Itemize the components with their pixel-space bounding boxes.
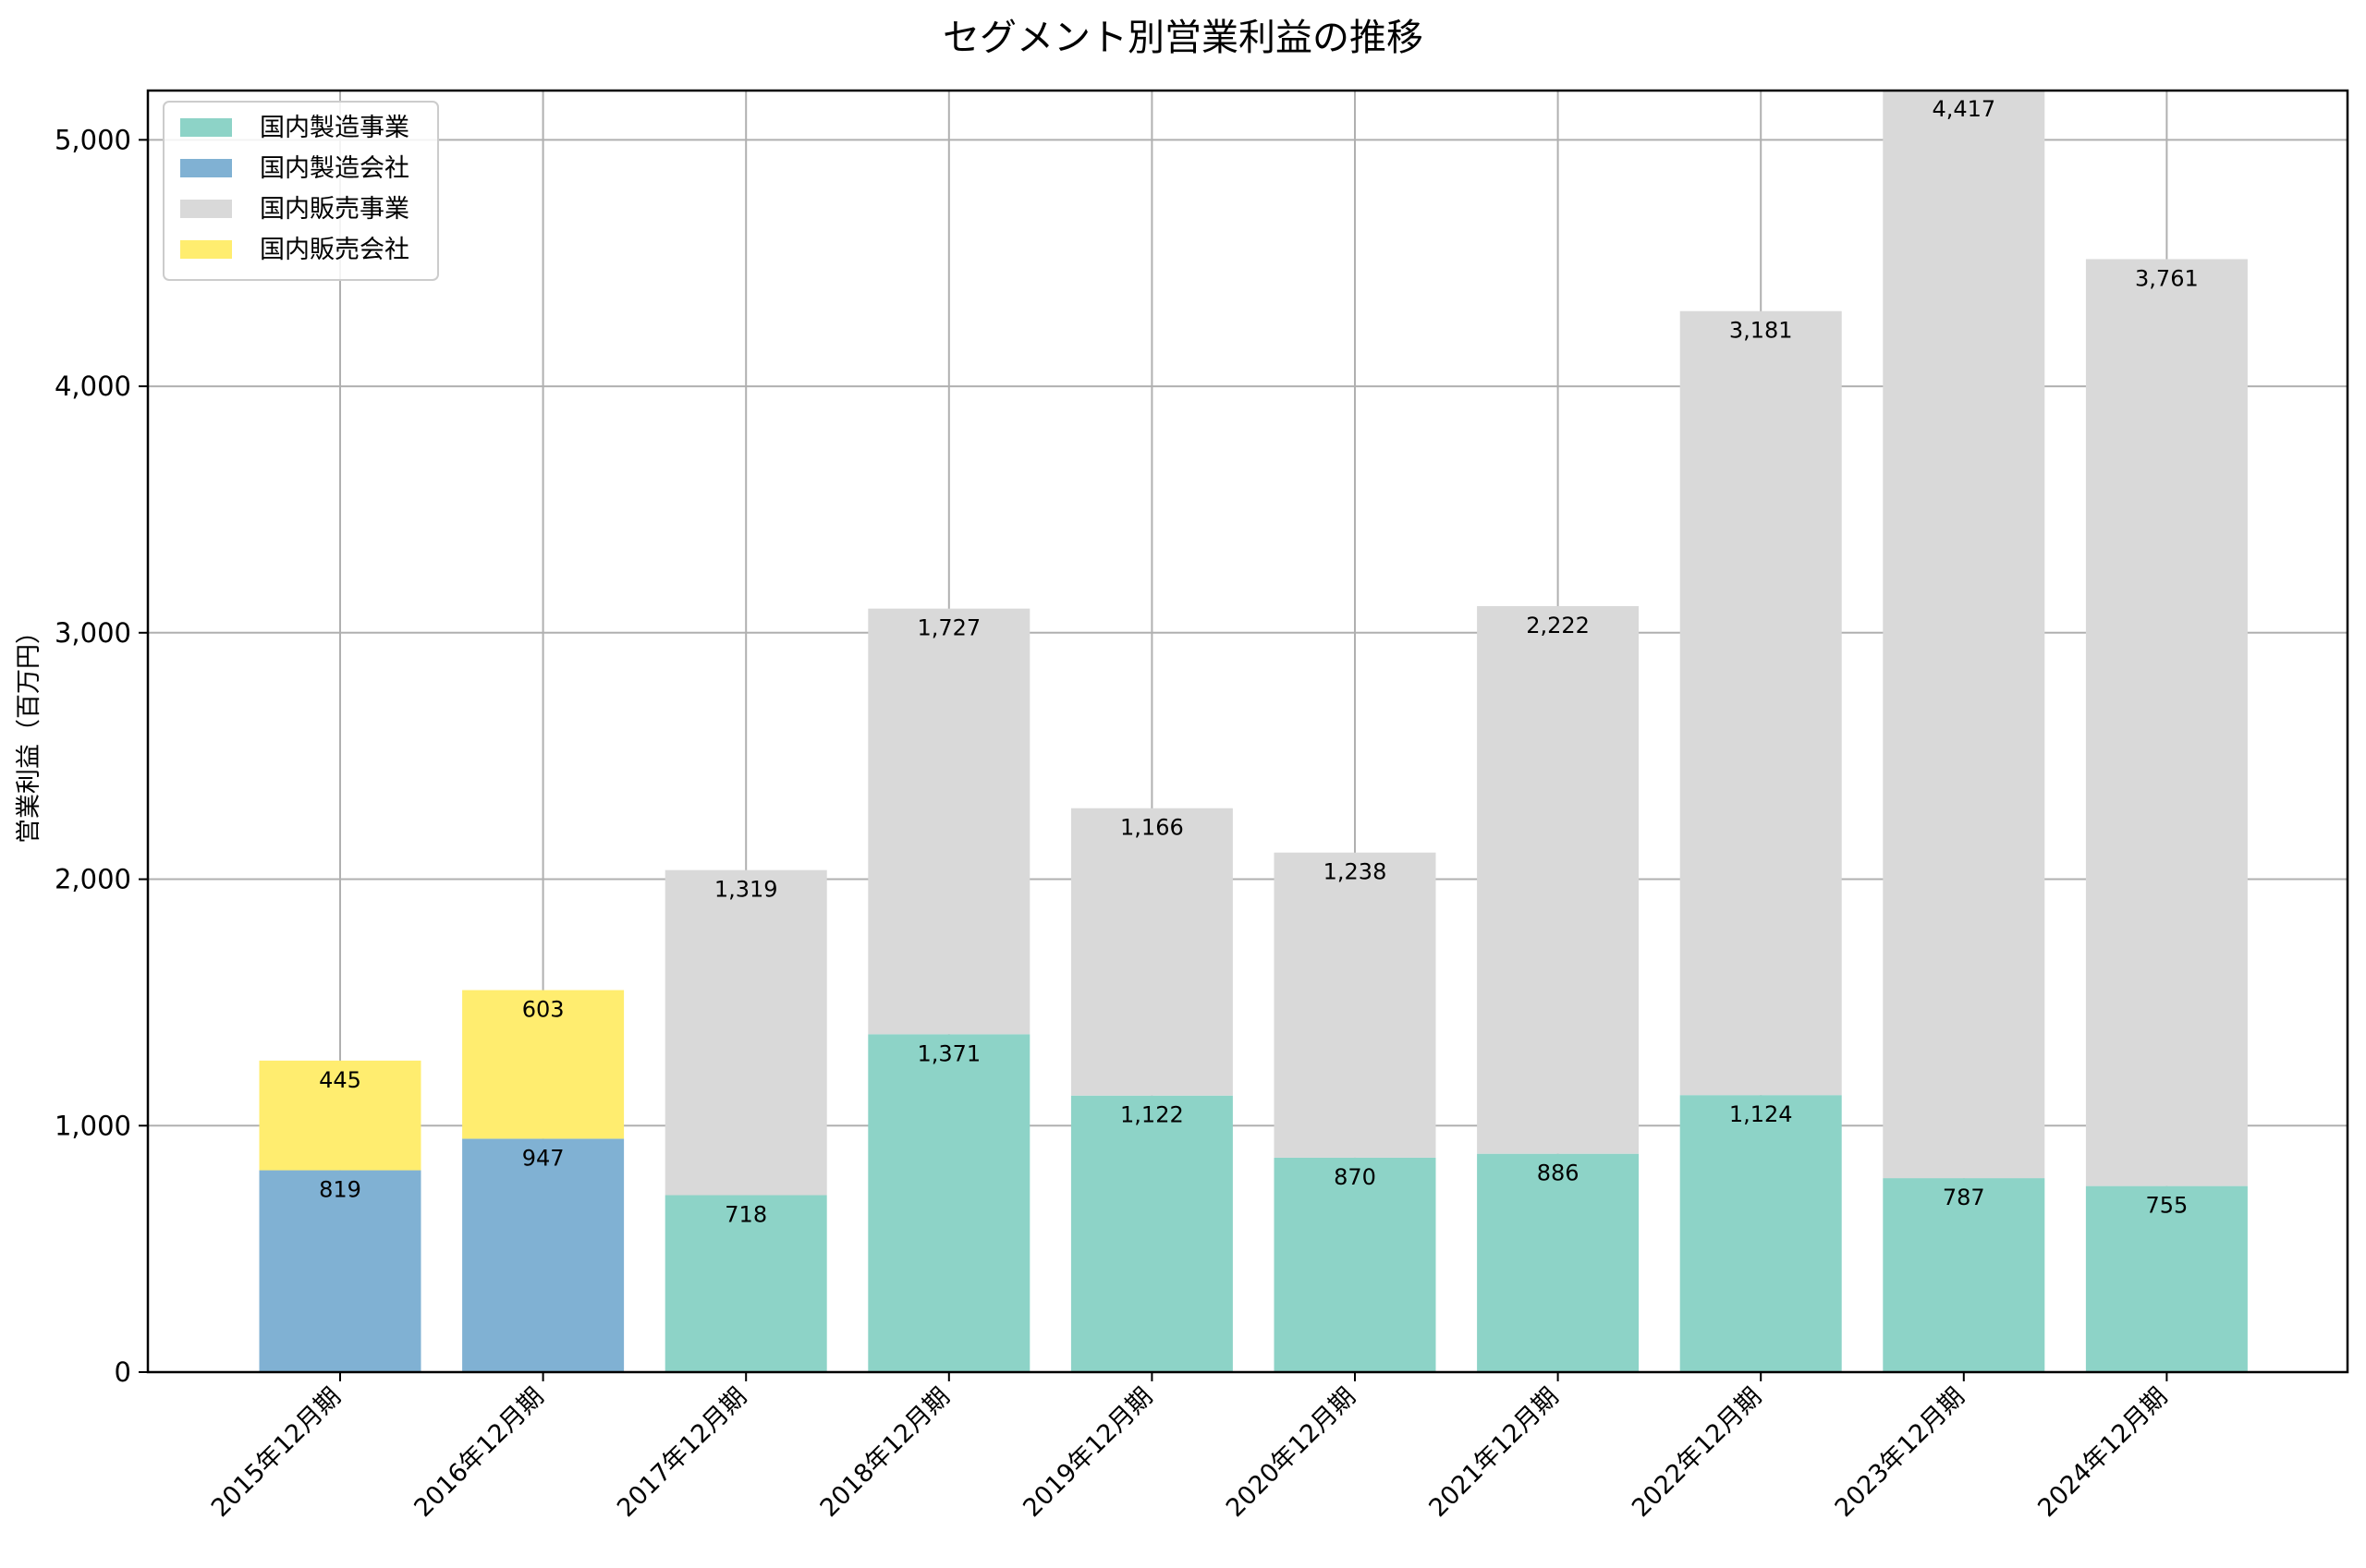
y-tick-label: 1,000	[55, 1110, 131, 1141]
x-tick-label: 2021年12月期	[1423, 1382, 1564, 1523]
data-label: 1,727	[917, 615, 981, 641]
data-label: 787	[1943, 1185, 1985, 1210]
legend-swatch	[180, 240, 232, 259]
legend-swatch	[180, 159, 232, 177]
x-tick-label: 2024年12月期	[2032, 1382, 2173, 1523]
bar-segment	[1883, 89, 2045, 1179]
legend-box	[163, 101, 439, 281]
data-label: 2,222	[1526, 613, 1590, 638]
y-axis-label: 営業利益（百万円）	[15, 619, 43, 844]
legend-label: 国内販売事業	[260, 195, 409, 224]
bar-segment	[462, 990, 625, 1139]
bar-segment	[1070, 1095, 1233, 1372]
data-label: 886	[1537, 1161, 1579, 1186]
data-label: 1,319	[714, 877, 778, 903]
data-labels: 819 445 947 603 718 1,319 1,371 1,727 1,122 1,166…	[319, 96, 2199, 1228]
legend-label: 国内製造事業	[260, 114, 409, 142]
bar-segment	[1274, 852, 1436, 1158]
x-tick-label: 2016年12月期	[409, 1382, 549, 1523]
x-tick-label: 2020年12月期	[1221, 1382, 1361, 1523]
bar-segment	[1679, 310, 1842, 1096]
bar-segment	[2085, 1185, 2248, 1372]
bar-segment	[665, 1195, 827, 1372]
legend-swatch	[180, 118, 232, 137]
plot-frame	[146, 89, 2349, 1374]
data-label: 3,181	[1729, 318, 1793, 344]
data-label: 1,371	[917, 1040, 981, 1066]
bar-segment	[868, 608, 1031, 1035]
bar-segment	[1883, 1178, 2045, 1372]
data-label: 445	[319, 1067, 361, 1093]
data-label: 1,238	[1323, 859, 1387, 885]
legend-swatch	[180, 200, 232, 218]
x-tick-label: 2017年12月期	[612, 1382, 752, 1523]
chart-title: セグメント別営業利益の推移	[943, 17, 1423, 59]
bars	[259, 89, 2248, 1372]
legend-label: 国内製造会社	[260, 154, 409, 183]
data-label: 755	[2145, 1193, 2188, 1219]
x-tick-label: 2015年12月期	[206, 1382, 347, 1523]
bar-segment	[1477, 1153, 1640, 1372]
data-label: 870	[1334, 1164, 1376, 1190]
bar-segment	[1477, 606, 1640, 1154]
y-tick-label: 0	[115, 1356, 131, 1388]
y-tick-label: 5,000	[55, 124, 131, 155]
y-tick-label: 2,000	[55, 864, 131, 895]
data-label: 3,761	[2135, 265, 2199, 291]
bar-segment	[868, 1034, 1031, 1372]
data-label: 819	[319, 1177, 361, 1203]
data-label: 603	[522, 997, 565, 1023]
x-tick-label: 2019年12月期	[1018, 1382, 1158, 1523]
bar-segment	[259, 1170, 421, 1372]
data-label: 947	[522, 1145, 565, 1171]
bar-segment	[259, 1060, 421, 1171]
data-label: 1,166	[1120, 815, 1184, 841]
x-tick-label: 2022年12月期	[1627, 1382, 1767, 1523]
bar-segment	[2085, 259, 2248, 1186]
x-tick-label: 2018年12月期	[815, 1382, 956, 1523]
bar-segment	[665, 869, 827, 1196]
y-tick-label: 4,000	[55, 371, 131, 402]
data-label: 1,122	[1120, 1102, 1184, 1128]
bar-segment	[1070, 808, 1233, 1096]
bar-segment	[1274, 1157, 1436, 1372]
x-tick-label: 2023年12月期	[1830, 1382, 1970, 1523]
data-label: 1,124	[1729, 1101, 1793, 1127]
bar-segment	[462, 1138, 625, 1372]
y-tick-label: 3,000	[55, 617, 131, 649]
legend-label: 国内販売会社	[260, 236, 409, 264]
data-label: 4,417	[1932, 96, 1995, 122]
data-label: 718	[725, 1201, 767, 1227]
bar-segment	[1679, 1095, 1842, 1372]
